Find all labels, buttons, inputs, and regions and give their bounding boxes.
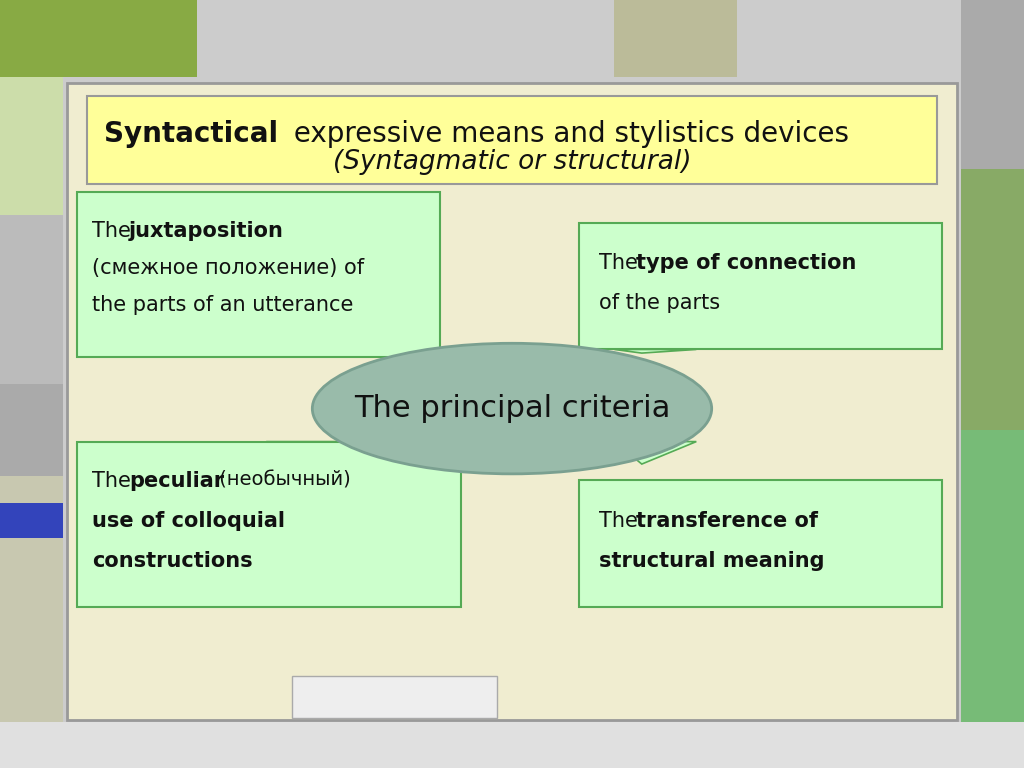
Bar [961,0,1024,169]
Text: peculiar: peculiar [129,471,224,491]
FancyBboxPatch shape [77,442,461,607]
Text: The: The [599,253,644,273]
Text: expressive means and stylistics devices: expressive means and stylistics devices [285,120,849,147]
Text: (Syntagmatic or structural): (Syntagmatic or structural) [333,149,691,175]
Text: The: The [92,221,137,241]
Polygon shape [614,442,696,464]
Text: type of connection: type of connection [636,253,856,273]
FancyBboxPatch shape [292,676,497,718]
Bar [0,503,63,538]
Bar [961,77,1024,722]
Bar [0,215,63,384]
Bar [0,0,63,77]
FancyBboxPatch shape [77,192,440,357]
Polygon shape [266,349,373,353]
Bar [63,0,197,77]
Text: The: The [599,511,644,531]
Polygon shape [614,349,696,353]
Bar [0,0,1024,77]
Bar [0,77,63,722]
Text: (смежное положение) of: (смежное положение) of [92,258,365,278]
FancyBboxPatch shape [67,83,957,720]
Text: Syntactical: Syntactical [104,120,279,147]
Bar [614,0,737,77]
Bar [0,384,63,476]
Text: structural meaning: structural meaning [599,551,824,571]
Text: use of colloquial: use of colloquial [92,511,285,531]
Text: of the parts: of the parts [599,293,720,313]
Text: The principal criteria: The principal criteria [354,394,670,423]
Bar [0,722,1024,768]
Bar [0,77,63,215]
Text: constructions: constructions [92,551,253,571]
Text: transference of: transference of [636,511,818,531]
Text: juxtaposition: juxtaposition [129,221,284,241]
FancyBboxPatch shape [87,96,937,184]
Text: the parts of an utterance: the parts of an utterance [92,295,353,315]
FancyBboxPatch shape [579,480,942,607]
FancyBboxPatch shape [579,223,942,349]
Bar [961,430,1024,722]
Polygon shape [266,442,373,464]
Ellipse shape [312,343,712,474]
Text: The: The [92,471,137,491]
Text: (необычный): (необычный) [213,471,351,490]
